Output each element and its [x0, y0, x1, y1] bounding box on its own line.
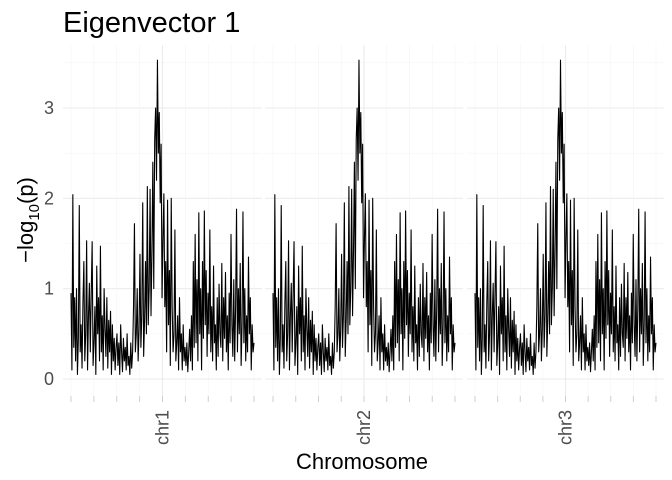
y-axis-title-prefix: −log — [13, 221, 38, 263]
series-line-chr3 — [474, 59, 657, 376]
y-tick-label: 3 — [44, 98, 54, 118]
x-tick-label-chr3: chr3 — [556, 410, 576, 445]
series-layer — [70, 59, 657, 376]
y-tick-label: 1 — [44, 279, 54, 299]
x-axis-title: Chromosome — [296, 449, 428, 474]
x-tick-marks — [70, 396, 657, 402]
y-axis-title-suffix: (p) — [13, 177, 38, 204]
y-tick-label: 0 — [44, 369, 54, 389]
series-line-chr2 — [272, 59, 456, 376]
series-line-chr1 — [70, 59, 255, 376]
y-tick-labels: 0 1 2 3 — [44, 98, 54, 389]
chart-title: Eigenvector 1 — [63, 7, 240, 39]
y-axis-title: −log10(p) — [13, 177, 43, 263]
y-axis-title-subscript: 10 — [26, 204, 43, 221]
x-tick-label-chr1: chr1 — [153, 410, 173, 445]
x-tick-label-chr2: chr2 — [354, 410, 374, 445]
y-tick-label: 2 — [44, 188, 54, 208]
x-tick-labels: chr1 chr2 chr3 — [153, 410, 576, 445]
